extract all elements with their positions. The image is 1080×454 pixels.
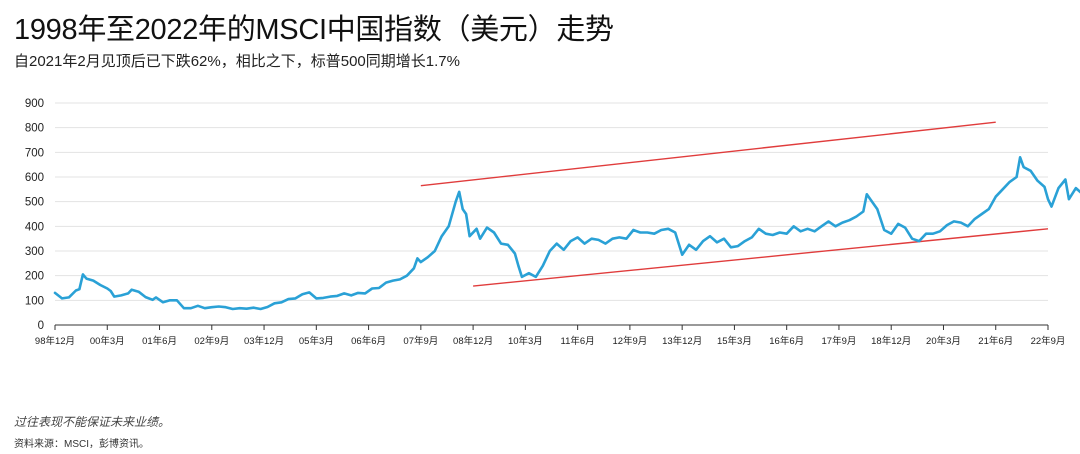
series-layer <box>53 156 1080 311</box>
x-tick-label: 17年9月 <box>822 335 857 347</box>
grid-lines <box>55 102 1048 301</box>
x-tick-label: 13年12月 <box>662 335 702 347</box>
x-tick-label: 08年12月 <box>453 335 493 347</box>
x-tick-labels: 98年12月 00年3月 01年6月 02年9月 03年12月 05年3月 06年6月 07年… <box>35 335 1066 347</box>
y-tick-label: 500 <box>25 197 44 209</box>
y-tick-label: 100 <box>25 295 44 307</box>
x-tick-label: 01年6月 <box>142 335 177 347</box>
axes <box>54 324 1049 330</box>
x-tick-label: 21年6月 <box>978 335 1013 347</box>
y-tick-label: 400 <box>25 221 44 233</box>
y-tick-labels: 0 100 200 300 400 500 600 700 800 900 <box>25 98 44 332</box>
y-tick-label: 200 <box>25 271 44 283</box>
x-tick-label: 20年3月 <box>926 335 961 347</box>
x-tick-label: 10年3月 <box>508 335 543 347</box>
y-tick-label: 700 <box>25 147 44 159</box>
y-tick-label: 800 <box>25 123 44 135</box>
x-tick-label: 02年9月 <box>194 335 229 347</box>
trendline <box>420 121 996 187</box>
x-tick-label: 03年12月 <box>244 335 284 347</box>
trendline <box>473 228 1049 287</box>
y-tick-label: 900 <box>25 98 44 110</box>
chart-subtitle: 自2021年2月见顶后已下跌62%，相比之下，标普500同期增长1.7% <box>14 53 460 70</box>
series-path <box>53 156 1080 311</box>
x-tick-label: 15年3月 <box>717 335 752 347</box>
y-tick-label: 300 <box>25 246 44 258</box>
disclaimer-note: 过往表现不能保证未来业绩。 <box>14 415 171 429</box>
line-chart: 0 100 200 300 400 500 600 700 800 900 98年12月 00年3月… <box>25 98 1080 347</box>
y-tick-label: 0 <box>38 320 44 332</box>
y-tick-label: 600 <box>25 172 44 184</box>
x-tick-label: 06年6月 <box>351 335 386 347</box>
series-line <box>53 156 1080 311</box>
x-tick-label: 22年9月 <box>1031 335 1066 347</box>
x-tick-label: 00年3月 <box>90 335 125 347</box>
source-note: 资料来源：MSCI，彭博资讯。 <box>14 439 149 450</box>
x-tick-label: 12年9月 <box>612 335 647 347</box>
x-tick-label: 07年9月 <box>403 335 438 347</box>
chart-title: 1998年至2022年的MSCI中国指数（美元）走势 <box>14 14 614 46</box>
x-tick-label: 11年6月 <box>561 335 595 347</box>
x-tick-label: 98年12月 <box>35 335 75 347</box>
x-tick-label: 05年3月 <box>299 335 334 347</box>
trendlines <box>420 121 1049 287</box>
x-tick-label: 18年12月 <box>871 335 911 347</box>
x-tick-label: 16年6月 <box>769 335 804 347</box>
